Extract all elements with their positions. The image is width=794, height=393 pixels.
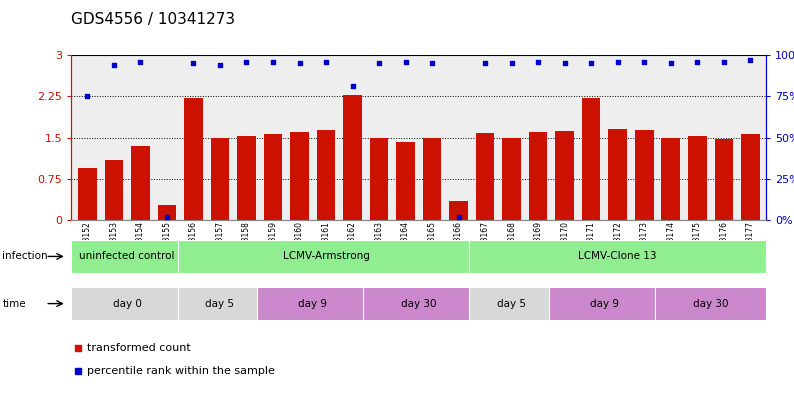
Point [665, 60, 677, 66]
Bar [158, 205, 176, 220]
Text: day 5: day 5 [497, 299, 526, 309]
Bar [608, 129, 627, 220]
Point [240, 59, 252, 65]
Point [479, 60, 491, 66]
Bar [131, 146, 150, 220]
Point [267, 59, 279, 65]
Bar [317, 130, 335, 220]
Point [81, 93, 94, 99]
Point [107, 62, 120, 68]
Text: uninfected control: uninfected control [79, 252, 175, 261]
Point [160, 214, 173, 220]
Point [72, 345, 85, 351]
Bar [469, 240, 766, 273]
Point [372, 60, 385, 66]
Text: day 30: day 30 [693, 299, 728, 309]
Point [585, 60, 598, 66]
Bar [105, 160, 123, 220]
Bar [343, 95, 362, 220]
Bar [529, 132, 547, 220]
Point [72, 368, 85, 374]
Point [611, 59, 624, 65]
Bar [655, 287, 766, 320]
Text: day 9: day 9 [590, 299, 619, 309]
Bar [363, 287, 475, 320]
Point [453, 214, 465, 220]
Point [399, 59, 412, 65]
Text: day 30: day 30 [401, 299, 437, 309]
Text: LCMV-Armstrong: LCMV-Armstrong [283, 252, 369, 261]
Bar [178, 240, 475, 273]
Text: day 9: day 9 [299, 299, 327, 309]
Point [558, 60, 571, 66]
Bar [449, 201, 468, 220]
Point [346, 83, 359, 90]
Bar [178, 287, 262, 320]
Point [532, 59, 545, 65]
Bar [423, 138, 441, 220]
Point [638, 59, 650, 65]
Point [320, 59, 333, 65]
Bar [715, 139, 733, 220]
Point [691, 59, 703, 65]
Text: day 0: day 0 [113, 299, 141, 309]
Point [293, 60, 306, 66]
Bar [370, 138, 388, 220]
Text: percentile rank within the sample: percentile rank within the sample [87, 366, 275, 376]
Bar [210, 138, 229, 220]
Bar [71, 287, 183, 320]
Point [134, 59, 147, 65]
Text: transformed count: transformed count [87, 343, 191, 353]
Point [505, 60, 518, 66]
Bar [257, 287, 368, 320]
Bar [476, 133, 495, 220]
Point [744, 57, 757, 63]
Bar [237, 136, 256, 220]
Text: infection: infection [2, 252, 48, 261]
Point [426, 60, 438, 66]
Bar [264, 134, 283, 220]
Point [718, 59, 730, 65]
Bar [78, 168, 97, 220]
Bar [741, 134, 760, 220]
Bar [549, 287, 660, 320]
Bar [582, 98, 600, 220]
Text: day 5: day 5 [206, 299, 234, 309]
Bar [184, 98, 202, 220]
Bar [396, 142, 414, 220]
Text: time: time [2, 299, 26, 309]
Bar [555, 131, 574, 220]
Point [187, 60, 200, 66]
Point [214, 62, 226, 68]
Bar [469, 287, 554, 320]
Text: GDS4556 / 10341273: GDS4556 / 10341273 [71, 12, 236, 27]
Bar [291, 132, 309, 220]
Bar [661, 138, 680, 220]
Bar [688, 136, 707, 220]
Bar [503, 138, 521, 220]
Text: LCMV-Clone 13: LCMV-Clone 13 [579, 252, 657, 261]
Bar [635, 130, 653, 220]
Bar [71, 240, 183, 273]
